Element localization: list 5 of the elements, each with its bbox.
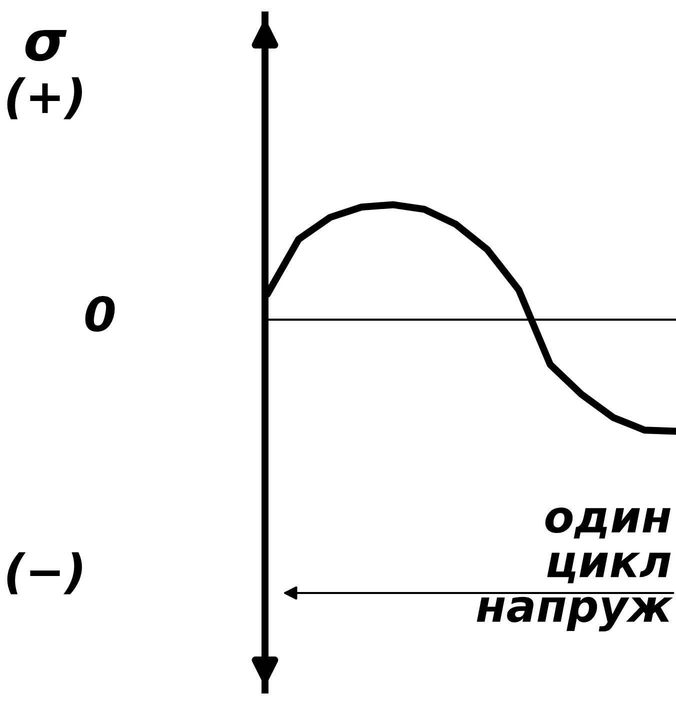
text: (+) (7, 77, 82, 120)
y-axis-title: σ (25, 30, 67, 62)
text: (−) (7, 552, 82, 594)
text: один цикл напруж (476, 508, 673, 632)
text: 0 (85, 296, 115, 332)
